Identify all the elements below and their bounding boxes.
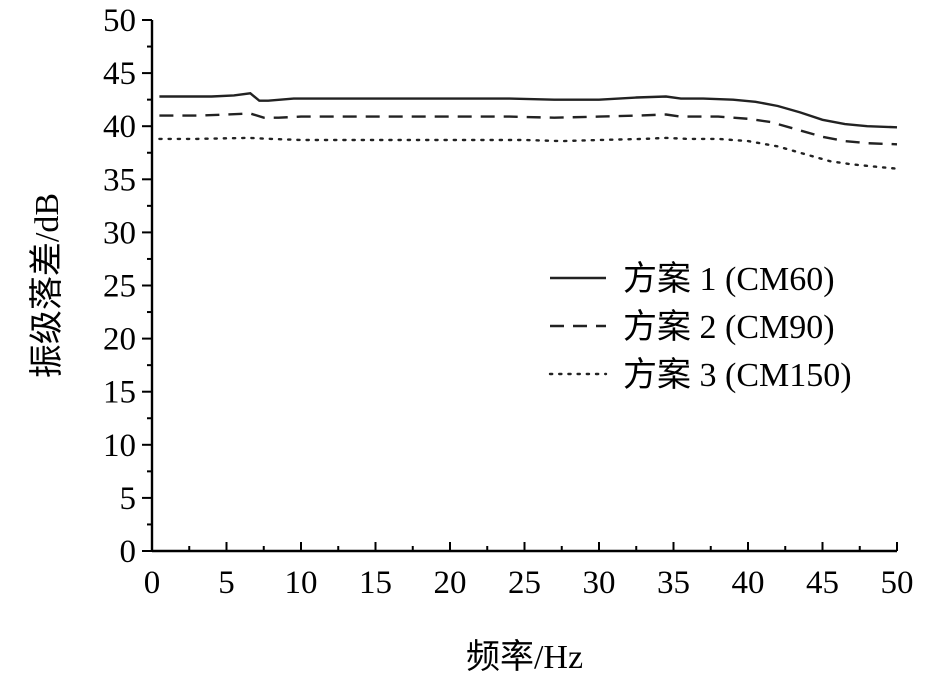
x-tick-label: 10 bbox=[285, 565, 318, 601]
legend-label-2: 方案 2 (CM90) bbox=[623, 308, 835, 346]
legend: 方案 1 (CM60) 方案 2 (CM90) 方案 3 (CM150) bbox=[548, 260, 852, 394]
series-line-3 bbox=[158, 136, 899, 170]
series-line-2 bbox=[159, 112, 898, 146]
y-tick-label: 40 bbox=[103, 109, 136, 145]
x-tick-label: 45 bbox=[806, 565, 839, 601]
y-tick-label: 5 bbox=[120, 481, 137, 517]
y-tick-label: 25 bbox=[103, 269, 136, 305]
axes: 0 5 10 15 20 25 30 35 40 45 50 0 5 10 15 20 25 30 35 40 45 5… bbox=[103, 3, 914, 601]
legend-label-1: 方案 1 (CM60) bbox=[623, 260, 835, 298]
y-tick-label: 45 bbox=[103, 56, 136, 92]
y-tick-label: 0 bbox=[120, 534, 137, 570]
x-tick-label: 25 bbox=[508, 565, 541, 601]
x-tick-label: 30 bbox=[583, 565, 616, 601]
y-ticks: 0 5 10 15 20 25 30 35 40 45 50 bbox=[103, 3, 152, 570]
y-tick-label: 15 bbox=[103, 375, 136, 411]
series-line-1 bbox=[159, 92, 898, 129]
series-group bbox=[158, 92, 899, 170]
y-axis-title: 振级落差/dB bbox=[28, 193, 66, 378]
y-tick-label: 20 bbox=[103, 322, 136, 358]
x-axis-title: 频率/Hz bbox=[466, 638, 583, 676]
x-tick-label: 5 bbox=[218, 565, 235, 601]
y-tick-label: 10 bbox=[103, 428, 136, 464]
y-tick-label: 35 bbox=[103, 162, 136, 198]
x-ticks: 0 5 10 15 20 25 30 35 40 45 50 bbox=[144, 542, 914, 601]
x-tick-label: 50 bbox=[881, 565, 914, 601]
x-tick-label: 40 bbox=[732, 565, 765, 601]
legend-label-3: 方案 3 (CM150) bbox=[623, 356, 852, 394]
y-tick-label: 30 bbox=[103, 215, 136, 251]
x-tick-label: 20 bbox=[434, 565, 467, 601]
x-tick-label: 0 bbox=[144, 565, 161, 601]
y-tick-label: 50 bbox=[103, 3, 136, 39]
x-tick-label: 15 bbox=[359, 565, 392, 601]
x-tick-label: 35 bbox=[657, 565, 690, 601]
